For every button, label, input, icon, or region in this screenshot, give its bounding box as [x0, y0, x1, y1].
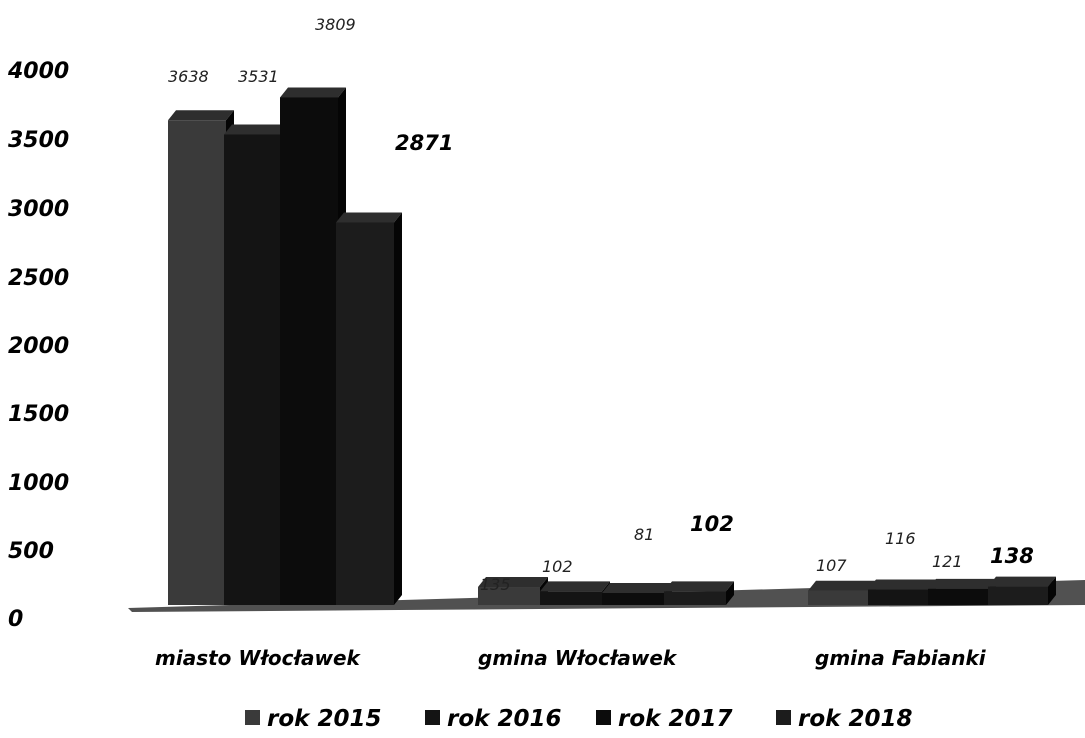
- x-axis-ticks: miasto Włocławek gmina Włocławek gmina Fab…: [155, 646, 987, 670]
- bar: [988, 576, 1056, 605]
- data-label: 107: [816, 556, 847, 575]
- bar-face: [602, 593, 664, 605]
- data-label: 138: [990, 544, 1034, 568]
- bar-face: [540, 591, 602, 605]
- x-tick-label: gmina Włocławek: [478, 646, 678, 670]
- bar: [168, 110, 234, 605]
- legend-item: rok 2018: [776, 706, 912, 732]
- y-tick-label: 1500: [8, 402, 69, 427]
- bar-top: [988, 576, 1056, 587]
- bar: [540, 581, 610, 605]
- bar-face: [664, 591, 726, 605]
- bar-face: [478, 587, 540, 605]
- y-tick-label: 4000: [7, 59, 69, 84]
- x-tick-label: miasto Włocławek: [155, 646, 362, 670]
- bar: [336, 212, 402, 605]
- y-tick-label: 2000: [8, 334, 69, 359]
- bar-face: [808, 590, 868, 605]
- bar: [664, 581, 734, 605]
- bar-top: [224, 124, 290, 135]
- legend-swatch: [596, 710, 611, 725]
- data-label: 135: [480, 575, 511, 594]
- y-tick-label: 3000: [8, 197, 69, 222]
- bar-face: [280, 97, 338, 606]
- bar-top: [808, 580, 876, 591]
- legend-label: rok 2018: [798, 706, 912, 732]
- bar-top: [336, 212, 402, 223]
- data-label: 3531: [238, 67, 279, 86]
- bar-top: [280, 87, 346, 98]
- legend-label: rok 2017: [618, 706, 732, 732]
- bar: [928, 578, 996, 605]
- bar-face: [336, 222, 394, 605]
- legend-item: rok 2015: [245, 706, 381, 732]
- y-tick-label: 500: [8, 539, 54, 564]
- data-label: 81: [634, 525, 654, 544]
- bar-top: [664, 581, 734, 592]
- data-label: 2871: [395, 131, 453, 155]
- legend-item: rok 2016: [425, 706, 561, 732]
- data-label: 3638: [168, 67, 209, 86]
- bar-face: [168, 120, 226, 605]
- bar-side: [1048, 576, 1056, 605]
- bar-side: [726, 581, 734, 605]
- bar: [808, 580, 876, 605]
- bar-face: [928, 588, 988, 605]
- bar-face: [224, 134, 282, 605]
- bar-top: [928, 578, 996, 589]
- legend: rok 2015 rok 2016 rok 2017 rok 2018: [245, 706, 912, 732]
- y-tick-label: 2500: [8, 266, 69, 291]
- bar-top: [478, 577, 548, 588]
- bar-top: [602, 583, 672, 593]
- x-tick-label: gmina Fabianki: [815, 646, 987, 670]
- data-label: 3809: [315, 15, 356, 34]
- data-label: 102: [690, 512, 734, 536]
- bar-face: [988, 586, 1048, 605]
- bar-top: [168, 110, 234, 121]
- legend-swatch: [776, 710, 791, 725]
- legend-label: rok 2016: [447, 706, 561, 732]
- bar: [602, 583, 672, 605]
- bar-top: [540, 581, 610, 592]
- legend-item: rok 2017: [596, 706, 732, 732]
- bar-side: [394, 212, 402, 605]
- data-label: 116: [885, 529, 916, 548]
- data-labels: 3638 3531 3809 2871 135 102 81 102 107 116 121 138: [168, 15, 1034, 594]
- legend-swatch: [245, 710, 260, 725]
- y-tick-label: 1000: [8, 471, 69, 496]
- data-label: 102: [542, 557, 573, 576]
- y-tick-label: 0: [8, 607, 23, 632]
- legend-swatch: [425, 710, 440, 725]
- data-label: 121: [932, 552, 963, 571]
- bar: [868, 579, 936, 605]
- y-axis-ticks: 4000 3500 3000 2500 2000 1500 1000 500 0: [7, 59, 69, 632]
- bar-top: [868, 579, 936, 590]
- bar-face: [868, 589, 928, 605]
- y-tick-label: 3500: [8, 128, 69, 153]
- bars-group: [168, 87, 1056, 606]
- legend-label: rok 2015: [267, 706, 381, 732]
